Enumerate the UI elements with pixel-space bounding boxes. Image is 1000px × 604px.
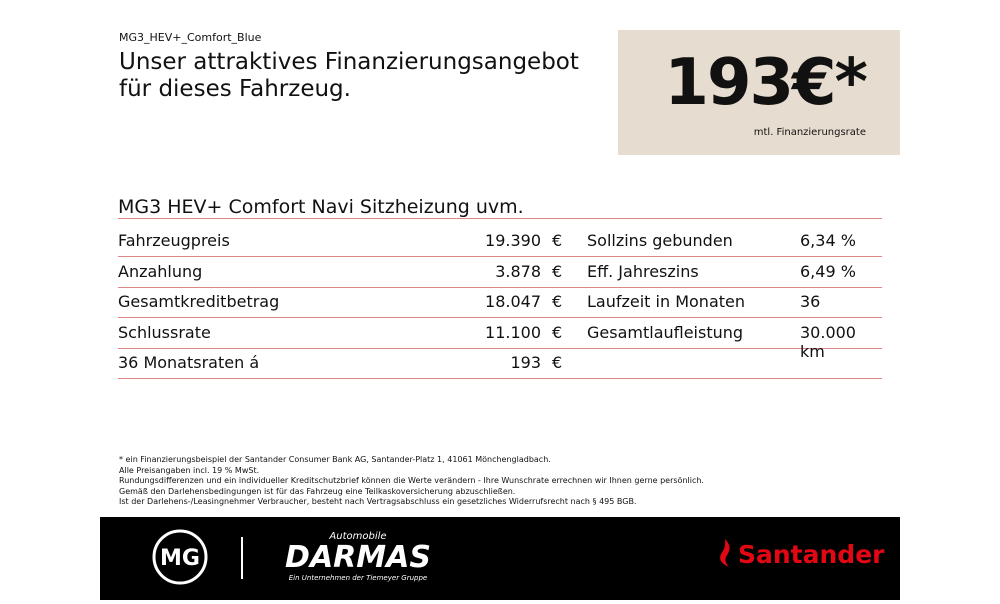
row-label: Gesamtkreditbetrag <box>118 292 280 312</box>
row-label: Sollzins gebunden <box>587 231 733 250</box>
row-value: 193 <box>510 353 541 373</box>
row-value: 30.000 km <box>800 322 856 361</box>
table-row: Anzahlung 3.878 € Eff. Jahreszins 6,49 % <box>118 256 882 288</box>
table-row: Schlussrate 11.100 € Gesamtlaufleistung 30.0… <box>118 317 882 361</box>
row-value: 36 <box>800 292 821 312</box>
row-currency: € <box>552 231 563 250</box>
row-value: 6,34 % <box>800 231 856 250</box>
row-label: Gesamtlaufleistung <box>587 322 744 342</box>
row-currency: € <box>552 322 563 342</box>
price-caption: mtl. Finanzierungsrate <box>753 127 866 138</box>
mg-logo-ring <box>152 529 208 585</box>
headline-line: Unser attraktives Finanzierungsangebot <box>119 49 579 75</box>
footnote: Ist der Darlehens-/Leasingnehmer Verbrau… <box>119 497 637 506</box>
row-value: 6,49 % <box>800 261 856 281</box>
row-label: 36 Monatsraten á <box>118 353 260 373</box>
footer-logos: MG Automobile DARMAS Ein Unternehmen der… <box>152 529 885 585</box>
bank-flame <box>720 539 730 567</box>
row-label: Anzahlung <box>118 261 203 281</box>
row-value: 19.390 <box>485 231 541 250</box>
footnote: Alle Preisangaben incl. 19 % MwSt. <box>119 465 260 475</box>
footnote: * ein Finanzierungsbeispiel der Santande… <box>119 455 551 464</box>
price: 193€* <box>664 46 868 120</box>
headline-line: für dieses Fahrzeug. <box>119 76 351 102</box>
row-value: 11.100 <box>485 322 541 342</box>
row-label: Eff. Jahreszins <box>587 261 699 281</box>
row-value: 18.047 <box>485 292 541 312</box>
row-label: Fahrzeugpreis <box>118 231 230 250</box>
row-currency: € <box>552 261 563 281</box>
footer: MG Automobile DARMAS Ein Unternehmen der… <box>100 517 900 600</box>
row-label: Schlussrate <box>118 322 211 342</box>
table-row: 36 Monatsraten á 193 € <box>118 347 882 380</box>
model-code: MG3_HEV+_Comfort_Blue <box>119 31 262 44</box>
row-currency: € <box>552 292 563 312</box>
headline: Unser attraktives Finanzierungsangebot f… <box>119 49 579 103</box>
row-value: 3.878 <box>495 261 541 281</box>
dealer-sub: Ein Unternehmen der Tiemeyer Gruppe <box>289 574 427 582</box>
price-box: 193€* mtl. Finanzierungsrate <box>618 30 900 155</box>
table-row: Gesamtkreditbetrag 18.047 € Laufzeit in Mon… <box>118 286 882 319</box>
row-currency: € <box>552 353 563 373</box>
table-title: MG3 HEV+ Comfort Navi Sitzheizung uvm. <box>118 196 882 219</box>
footnote: Gemäß den Darlehensbedingungen ist für d… <box>119 486 516 496</box>
dealer-name: DARMAS <box>285 540 431 575</box>
dealer-small: Automobile <box>328 531 386 542</box>
row-label: Laufzeit in Monaten <box>587 292 746 312</box>
mg-logo: MG <box>160 546 200 571</box>
footnote: Rundungsdifferenzen und ein individuelle… <box>119 476 704 485</box>
table-row: Fahrzeugpreis 19.390 € Sollzins gebunden 6,3… <box>118 225 882 257</box>
bank-logo: Santander <box>738 540 885 569</box>
footnotes: * ein Finanzierungsbeispiel der Santande… <box>119 455 704 508</box>
